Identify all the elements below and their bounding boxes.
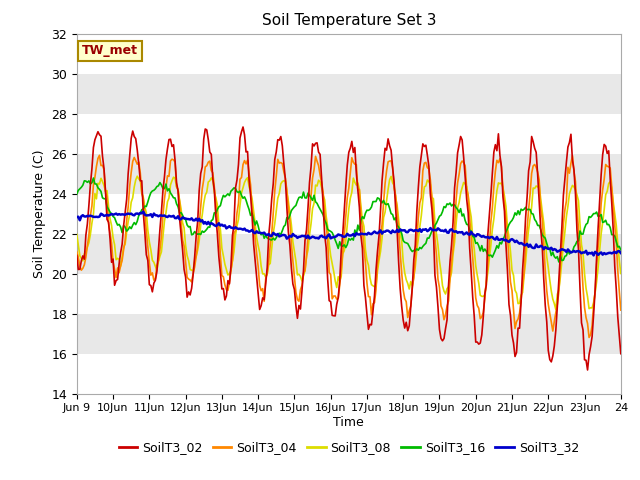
Line: SoilT3_32: SoilT3_32 — [77, 212, 621, 255]
SoilT3_02 — [584, 367, 591, 373]
SoilT3_04 — [403, 299, 410, 305]
Bar — [77, 73, 621, 114]
SoilT3_16 — [555, 259, 563, 265]
SoilT3_08 — [552, 307, 559, 312]
SoilT3_16 — [90, 175, 97, 181]
SoilT3_02 — [88, 166, 96, 172]
SoilT3_16 — [176, 210, 184, 216]
SoilT3_02 — [239, 124, 247, 130]
SoilT3_16 — [403, 240, 410, 246]
SoilT3_32 — [617, 250, 625, 256]
Line: SoilT3_02: SoilT3_02 — [77, 127, 621, 370]
SoilT3_04 — [552, 310, 559, 315]
SoilT3_04 — [73, 249, 81, 254]
SoilT3_16 — [73, 191, 81, 197]
SoilT3_32 — [415, 228, 422, 234]
SoilT3_02 — [174, 188, 182, 194]
SoilT3_16 — [88, 180, 96, 186]
SoilT3_08 — [133, 173, 141, 179]
X-axis label: Time: Time — [333, 416, 364, 429]
SoilT3_02 — [403, 319, 410, 325]
SoilT3_08 — [73, 231, 81, 237]
SoilT3_32 — [140, 209, 147, 215]
Line: SoilT3_08: SoilT3_08 — [77, 176, 621, 310]
SoilT3_16 — [552, 255, 559, 261]
SoilT3_08 — [617, 271, 625, 276]
Bar — [77, 234, 621, 274]
Y-axis label: Soil Temperature (C): Soil Temperature (C) — [33, 149, 45, 278]
SoilT3_04 — [176, 198, 184, 204]
Legend: SoilT3_02, SoilT3_04, SoilT3_08, SoilT3_16, SoilT3_32: SoilT3_02, SoilT3_04, SoilT3_08, SoilT3_… — [113, 436, 584, 459]
SoilT3_16 — [415, 247, 422, 253]
SoilT3_02 — [384, 136, 392, 142]
SoilT3_32 — [403, 229, 410, 235]
SoilT3_32 — [176, 216, 184, 222]
Bar — [77, 154, 621, 193]
SoilT3_04 — [617, 307, 625, 313]
Text: TW_met: TW_met — [82, 44, 138, 58]
SoilT3_32 — [73, 214, 81, 220]
SoilT3_16 — [617, 247, 625, 252]
SoilT3_08 — [88, 220, 96, 226]
SoilT3_08 — [415, 236, 422, 242]
Bar — [77, 313, 621, 354]
Line: SoilT3_04: SoilT3_04 — [77, 156, 621, 337]
SoilT3_04 — [88, 203, 96, 209]
SoilT3_08 — [176, 197, 184, 203]
SoilT3_04 — [384, 159, 392, 165]
SoilT3_04 — [585, 335, 593, 340]
SoilT3_08 — [554, 291, 561, 297]
SoilT3_32 — [552, 247, 559, 252]
SoilT3_02 — [415, 185, 422, 191]
SoilT3_08 — [384, 186, 392, 192]
Bar — [77, 193, 621, 234]
SoilT3_08 — [403, 277, 410, 283]
Title: Soil Temperature Set 3: Soil Temperature Set 3 — [262, 13, 436, 28]
SoilT3_16 — [384, 201, 392, 206]
SoilT3_02 — [552, 327, 559, 333]
Line: SoilT3_16: SoilT3_16 — [77, 178, 621, 262]
Bar — [77, 114, 621, 154]
SoilT3_32 — [589, 252, 597, 258]
Bar — [77, 34, 621, 73]
SoilT3_02 — [73, 252, 81, 258]
Bar — [77, 274, 621, 313]
SoilT3_32 — [88, 213, 96, 219]
SoilT3_04 — [415, 215, 422, 221]
Bar — [77, 354, 621, 394]
SoilT3_02 — [617, 351, 625, 357]
SoilT3_32 — [384, 228, 392, 234]
SoilT3_04 — [95, 153, 103, 158]
